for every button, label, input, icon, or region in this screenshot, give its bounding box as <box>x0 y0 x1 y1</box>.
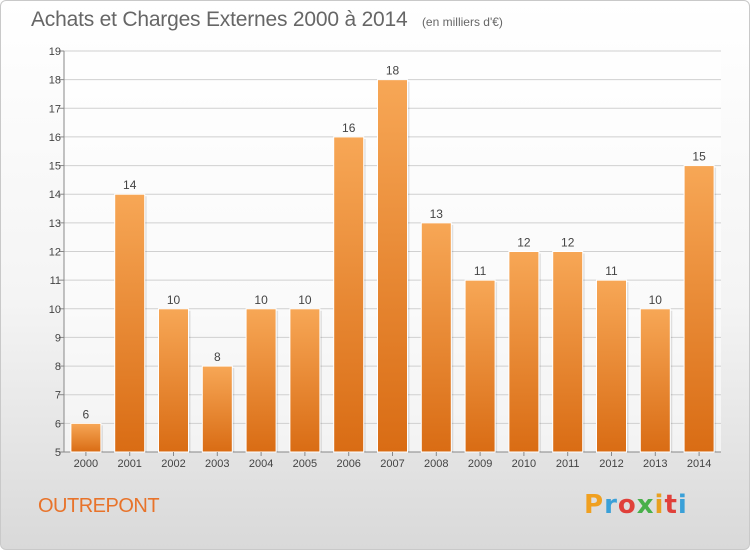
logo-letter: r <box>604 490 618 520</box>
bar-value-label: 6 <box>83 407 90 421</box>
bar-value-label: 14 <box>123 178 137 192</box>
x-tick-label: 2008 <box>424 458 448 470</box>
x-tick-label: 2007 <box>380 458 404 470</box>
bar <box>639 308 671 453</box>
bar <box>114 193 146 453</box>
x-tick-label: 2011 <box>556 458 580 470</box>
proxiti-logo: Proxiti <box>584 490 688 520</box>
y-tick-label: 5 <box>55 447 61 459</box>
bar <box>552 251 584 453</box>
bar-value-label: 11 <box>605 264 618 278</box>
bar-value-label: 10 <box>298 293 312 307</box>
bar <box>420 222 452 453</box>
bar <box>201 365 233 453</box>
x-tick-label: 2005 <box>293 458 317 470</box>
logo-letter: i <box>654 490 665 520</box>
y-tick-label: 10 <box>49 304 61 316</box>
bar-value-label: 12 <box>561 236 575 250</box>
x-tick-label: 2004 <box>249 458 273 470</box>
bar-value-label: 10 <box>649 293 663 307</box>
x-tick-label: 2002 <box>161 458 185 470</box>
bar <box>245 308 277 453</box>
bar <box>508 251 540 453</box>
y-tick-label: 18 <box>49 75 61 87</box>
bar-value-label: 8 <box>214 350 221 364</box>
chart-title: Achats et Charges Externes 2000 à 2014 (… <box>31 8 503 32</box>
bar <box>70 422 102 453</box>
x-tick-label: 2003 <box>205 458 229 470</box>
y-tick-label: 9 <box>55 332 61 344</box>
y-tick-label: 16 <box>49 132 61 144</box>
bar <box>377 79 408 453</box>
chart-title-main: Achats et Charges Externes 2000 à 2014 <box>31 8 408 31</box>
y-tick-label: 11 <box>50 275 61 287</box>
logo-letter: i <box>677 490 688 520</box>
bar <box>596 279 627 453</box>
y-tick-label: 7 <box>55 390 61 402</box>
y-tick-label: 19 <box>49 46 61 58</box>
x-tick-label: 2001 <box>117 458 141 470</box>
bar <box>333 136 365 453</box>
bar-value-label: 12 <box>517 236 531 250</box>
bar <box>683 165 715 453</box>
logo-letter: P <box>584 490 605 520</box>
bar-value-label: 11 <box>474 264 487 278</box>
x-tick-label: 2009 <box>468 458 492 470</box>
x-tick-label: 2006 <box>336 458 360 470</box>
x-tick-label: 2014 <box>687 458 711 470</box>
bar-value-label: 10 <box>167 293 181 307</box>
logo-letter: t <box>664 490 678 520</box>
bar-value-label: 16 <box>342 121 356 135</box>
location-label: OUTREPONT <box>38 495 160 517</box>
bar-value-label: 13 <box>430 207 444 221</box>
y-tick-label: 14 <box>49 189 61 201</box>
x-tick-label: 2012 <box>599 458 623 470</box>
x-tick-label: 2010 <box>512 458 536 470</box>
bar <box>464 279 496 453</box>
y-tick-label: 17 <box>49 103 61 115</box>
logo-letter: o <box>617 490 637 520</box>
bar-value-label: 18 <box>386 64 400 78</box>
y-tick-label: 13 <box>49 218 61 230</box>
bar <box>158 308 189 453</box>
bar <box>289 308 321 453</box>
x-tick-label: 2013 <box>643 458 667 470</box>
y-tick-label: 15 <box>49 161 61 173</box>
y-tick-label: 6 <box>55 418 61 430</box>
y-tick-label: 8 <box>55 361 61 373</box>
bar-value-label: 15 <box>692 150 706 164</box>
bar-value-label: 10 <box>254 293 268 307</box>
y-tick-label: 12 <box>49 247 61 259</box>
logo-letter: x <box>636 490 655 520</box>
x-tick-label: 2000 <box>74 458 98 470</box>
chart-subtitle: (en milliers d'€) <box>421 15 503 29</box>
